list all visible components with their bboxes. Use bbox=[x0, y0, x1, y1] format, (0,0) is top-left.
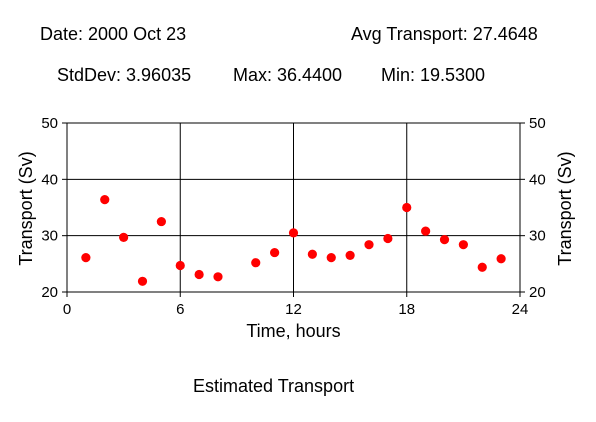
data-point bbox=[156, 216, 166, 227]
data-point bbox=[383, 233, 393, 244]
data-point bbox=[194, 269, 204, 280]
x-tick-label: 18 bbox=[398, 301, 415, 318]
data-point bbox=[100, 195, 110, 205]
data-point bbox=[175, 260, 185, 271]
x-tick-label: 24 bbox=[512, 301, 529, 318]
data-point bbox=[270, 247, 280, 258]
data-point bbox=[477, 262, 487, 272]
y-axis-title-left: Transport (Sv) bbox=[16, 151, 36, 265]
y-tick-label-right: 40 bbox=[529, 171, 546, 188]
y-tick-label-right: 20 bbox=[529, 284, 546, 301]
x-tick-label: 0 bbox=[63, 301, 71, 318]
date-label: Date: 2000 Oct 23 bbox=[40, 24, 187, 44]
data-point bbox=[251, 258, 261, 268]
data-point bbox=[364, 240, 374, 250]
data-point bbox=[307, 249, 317, 259]
data-point bbox=[119, 232, 129, 242]
chart-caption: Estimated Transport bbox=[193, 376, 355, 396]
x-tick-label: 12 bbox=[285, 301, 302, 318]
avg-transport-label: Avg Transport: 27.4648 bbox=[351, 24, 538, 44]
data-point bbox=[402, 202, 412, 213]
data-point bbox=[496, 254, 506, 264]
data-point bbox=[345, 250, 355, 260]
data-point bbox=[288, 228, 299, 238]
x-axis-title: Time, hours bbox=[246, 321, 340, 341]
data-point bbox=[137, 276, 148, 286]
y-tick-label-left: 30 bbox=[41, 228, 58, 245]
data-point bbox=[326, 253, 336, 263]
y-tick-label-left: 20 bbox=[41, 284, 58, 301]
y-axis-title-right: Transport (Sv) bbox=[555, 151, 575, 265]
y-tick-label-left: 40 bbox=[41, 171, 58, 188]
y-tick-label-right: 30 bbox=[529, 228, 546, 245]
min-label: Min: 19.5300 bbox=[381, 65, 486, 85]
data-point bbox=[439, 235, 450, 245]
max-label: Max: 36.4400 bbox=[233, 65, 343, 85]
x-tick-label: 6 bbox=[176, 301, 184, 318]
data-point bbox=[81, 253, 91, 263]
data-point bbox=[213, 272, 223, 282]
data-point bbox=[421, 226, 431, 236]
y-tick-label-left: 50 bbox=[41, 115, 58, 132]
y-tick-label-right: 50 bbox=[529, 115, 546, 132]
data-point bbox=[458, 240, 468, 250]
stddev-label: StdDev: 3.96035 bbox=[57, 65, 192, 85]
